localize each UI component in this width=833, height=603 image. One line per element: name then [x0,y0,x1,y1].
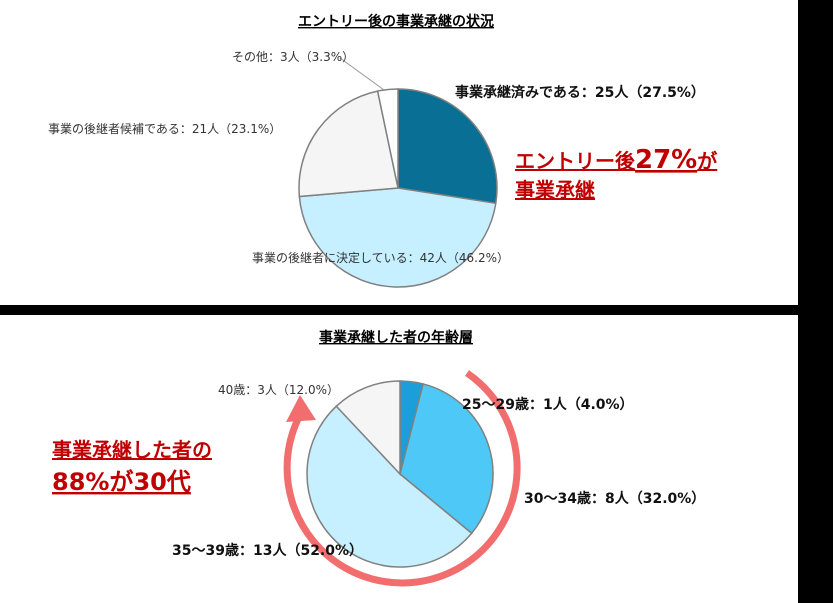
chart1-callout-line2: 事業承継 [515,178,595,202]
chart1-callout-line1: エントリー後27%が [515,145,717,175]
chart1-slice-0 [397,88,498,205]
chart2-label-40: 40歳：3人（12.0%） [218,383,339,397]
chart2-slice-3 [335,380,401,476]
chart2-label-25-29: 25～29歳：1人（4.0%） [462,396,634,413]
chart1-leader-line [339,57,385,91]
chart2-slice-1 [399,383,494,535]
chart2-pie [306,380,494,568]
chart1-pie [298,88,498,288]
chart2-label-30-34: 30～34歳：8人（32.0%） [524,490,705,507]
chart1-label-decided: 事業の後継者に決定している：42人（46.2%） [252,250,509,265]
chart2-label-35-39: 35～39歳：13人（52.0%） [172,542,363,559]
chart1-label-other: その他：3人（3.3%） [232,50,354,64]
chart1-slice-1 [298,187,497,288]
chart1-slice-2 [298,90,399,198]
chart1-label-completed: 事業承継済みである：25人（27.5%） [455,84,705,101]
circular-arrow-head [286,395,316,422]
chart2-callout-line1: 事業承継した者の [52,438,212,462]
chart2-slice-2 [306,405,473,568]
chart1-label-candidate: 事業の後継者候補である：21人（23.1%） [48,121,281,136]
chart2-title: 事業承継した者の年齢層 [319,329,473,346]
chart1-title: エントリー後の事業承継の状況 [298,13,494,30]
chart1-slice-3 [376,88,399,189]
circular-arrow [283,370,521,587]
chart2-callout-line2: 88%が30代 [52,468,191,496]
